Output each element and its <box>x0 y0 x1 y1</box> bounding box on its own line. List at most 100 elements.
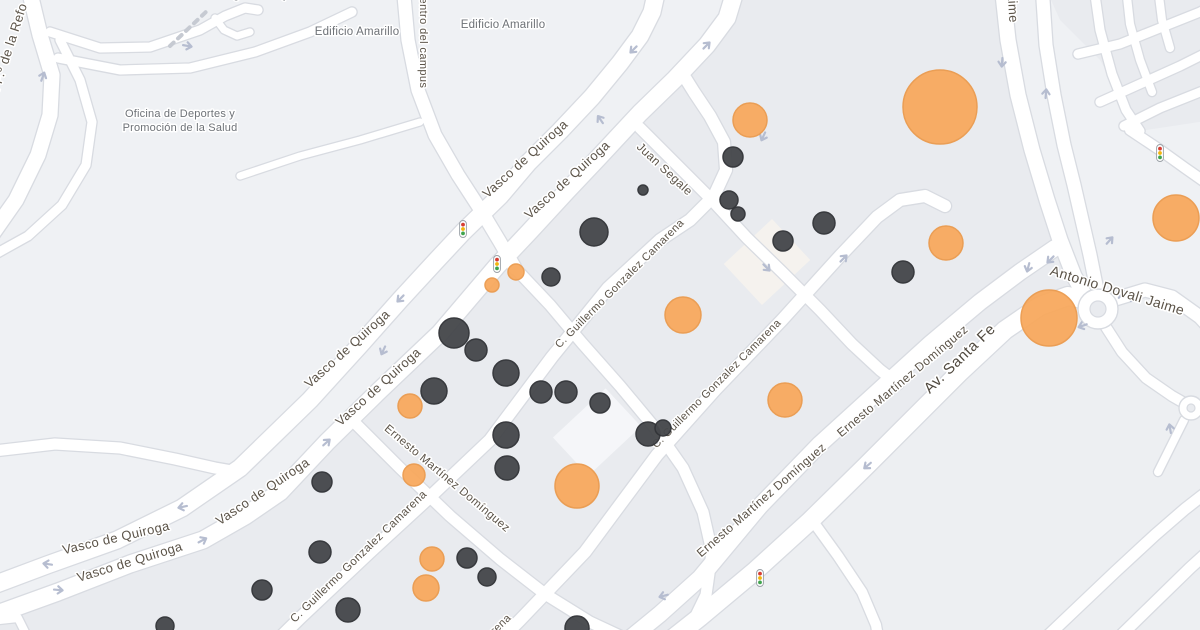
data-bubble-dark[interactable] <box>654 419 672 437</box>
data-bubble-dark[interactable] <box>891 260 915 284</box>
traffic-light-icon <box>1156 144 1164 162</box>
data-bubble-dark[interactable] <box>420 377 448 405</box>
data-bubbles <box>155 69 1200 630</box>
data-bubble-dark[interactable] <box>155 616 175 630</box>
one-way-arrow-icon <box>1117 290 1126 299</box>
road <box>0 0 664 592</box>
roundabout <box>1178 395 1200 421</box>
data-bubble-dark[interactable] <box>492 421 520 449</box>
road <box>1154 416 1188 476</box>
road <box>0 35 97 257</box>
one-way-arrow-icon <box>1165 423 1175 435</box>
data-bubble-dark[interactable] <box>494 455 520 481</box>
data-bubble-dark[interactable] <box>335 597 361 623</box>
data-bubble-dark[interactable] <box>438 317 470 349</box>
one-way-arrow-icon <box>658 591 669 601</box>
data-bubble-dark[interactable] <box>812 211 836 235</box>
road <box>1036 0 1103 292</box>
city-block <box>685 290 1200 630</box>
data-bubble-dark[interactable] <box>311 471 333 493</box>
road <box>807 515 882 630</box>
road <box>53 7 357 75</box>
one-way-arrow-icon <box>1046 255 1055 264</box>
traffic-light-icon <box>459 220 467 238</box>
data-bubble-orange[interactable] <box>732 102 768 138</box>
data-bubble-orange[interactable] <box>507 263 525 281</box>
one-way-arrow-icon <box>596 114 605 125</box>
roundabout-island <box>1186 403 1196 413</box>
data-bubble-dark[interactable] <box>251 579 273 601</box>
one-way-arrow-icon <box>702 41 711 50</box>
roundabout <box>1077 288 1119 330</box>
data-bubble-dark[interactable] <box>554 380 578 404</box>
one-way-arrow-icon <box>1129 292 1138 303</box>
data-bubble-orange[interactable] <box>1152 194 1200 242</box>
footpath-dashed <box>168 8 210 48</box>
one-way-arrow-icon <box>197 536 208 545</box>
road <box>1091 0 1145 136</box>
data-bubble-orange[interactable] <box>419 546 445 572</box>
road <box>1045 490 1200 630</box>
poi-label: Edificio Amarillo <box>461 19 546 31</box>
data-bubble-dark[interactable] <box>477 567 497 587</box>
data-bubble-dark[interactable] <box>722 146 744 168</box>
road <box>279 70 732 630</box>
road <box>397 0 522 275</box>
one-way-arrow-icon <box>1041 88 1051 100</box>
data-bubble-dark[interactable] <box>579 217 609 247</box>
road <box>0 614 29 630</box>
data-bubble-orange[interactable] <box>1020 289 1078 347</box>
road <box>627 240 1063 630</box>
data-bubble-orange[interactable] <box>554 463 600 509</box>
data-bubble-dark[interactable] <box>564 615 590 630</box>
roundabout-island <box>1089 300 1107 318</box>
data-bubble-dark[interactable] <box>529 380 553 404</box>
one-way-arrow-icon <box>629 45 638 54</box>
one-way-arrow-icon <box>52 585 64 595</box>
data-bubble-orange[interactable] <box>928 225 964 261</box>
one-way-arrow-icon <box>177 502 188 512</box>
poi-label: Promoción de la Salud <box>123 122 238 134</box>
data-bubble-orange[interactable] <box>767 382 803 418</box>
road <box>1105 283 1200 327</box>
one-way-arrow-icon <box>396 294 405 303</box>
one-way-arrow-icon <box>997 56 1007 68</box>
data-bubble-orange[interactable] <box>484 277 500 293</box>
one-way-arrow-icon <box>322 438 331 447</box>
data-bubble-orange[interactable] <box>902 69 978 145</box>
road <box>1155 0 1174 52</box>
data-bubble-orange[interactable] <box>402 463 426 487</box>
road <box>1099 319 1191 409</box>
data-bubble-dark[interactable] <box>719 190 739 210</box>
data-bubble-dark[interactable] <box>637 184 649 196</box>
data-bubble-dark[interactable] <box>772 230 794 252</box>
road <box>211 14 254 40</box>
data-bubble-dark[interactable] <box>308 540 332 564</box>
road <box>0 0 60 236</box>
data-bubble-dark[interactable] <box>541 267 561 287</box>
data-bubble-orange[interactable] <box>412 574 440 602</box>
data-bubble-orange[interactable] <box>397 393 423 419</box>
one-way-arrow-icon <box>1077 321 1088 331</box>
street-label: Bol. P.º de la Refo <box>0 1 30 112</box>
data-bubble-dark[interactable] <box>456 547 478 569</box>
poi-label: Ingeniería Química <box>224 0 321 1</box>
road <box>1123 0 1156 96</box>
data-bubble-dark[interactable] <box>589 392 611 414</box>
data-bubble-dark[interactable] <box>464 338 488 362</box>
road <box>1125 125 1200 185</box>
traffic-light-icon <box>756 569 764 587</box>
one-way-arrow-icon <box>42 559 54 569</box>
data-bubble-dark[interactable] <box>730 206 746 222</box>
data-bubble-dark[interactable] <box>492 359 520 387</box>
one-way-arrow-icon <box>379 345 388 356</box>
one-way-arrow-icon <box>38 71 48 82</box>
road <box>236 118 424 180</box>
road <box>1119 87 1200 131</box>
one-way-arrow-icon <box>181 41 193 51</box>
data-bubble-orange[interactable] <box>664 296 702 334</box>
building-footprint <box>552 388 642 476</box>
